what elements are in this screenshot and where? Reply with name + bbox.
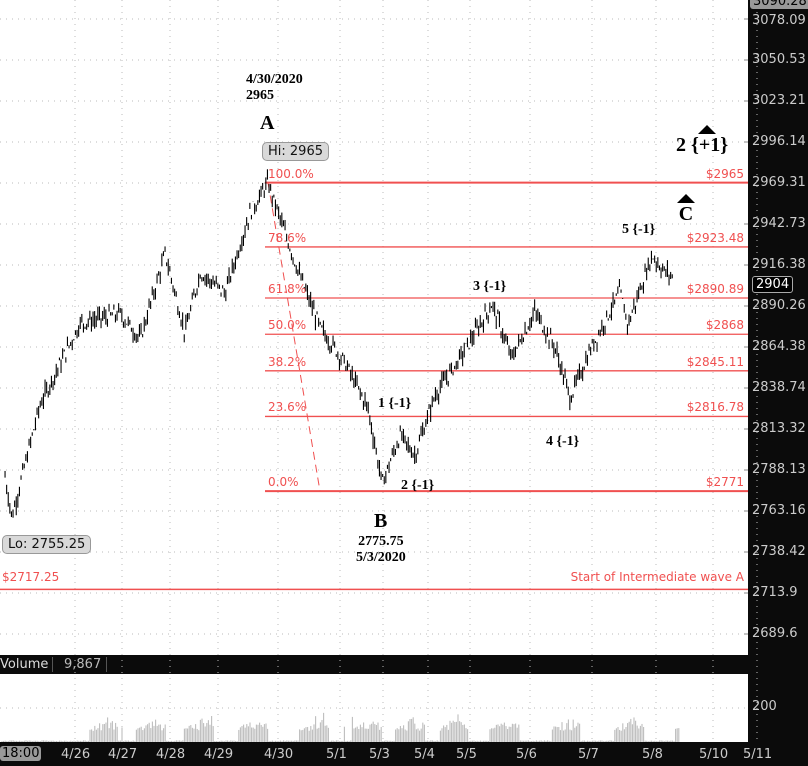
lo-bubble: Lo: 2755.25	[2, 535, 92, 554]
x-tick-label: 5/4	[414, 747, 435, 762]
x-tick-label: 5/8	[642, 747, 663, 762]
y-tick-label: 2689.6	[752, 626, 798, 641]
volume-value: 9,867	[64, 657, 108, 672]
y-tick-label: 2763.16	[752, 503, 806, 518]
x-tick-label: 5/3	[369, 747, 390, 762]
time-axis-bg	[0, 742, 808, 766]
fib-price-label: $2845.11	[686, 354, 744, 369]
wave-label-2: 2 {-1}	[401, 478, 435, 493]
y-tick-label: 2813.32	[752, 421, 806, 436]
fib-pct-label: 78.6%	[268, 230, 307, 245]
y-tick-label: 2916.38	[752, 257, 806, 272]
y-tick-label: 2713.9	[752, 585, 798, 600]
wave-label-3: 3 {-1}	[473, 279, 507, 294]
x-tick-label: 5/10	[699, 747, 729, 762]
x-tick-label: 4/27	[108, 747, 138, 762]
wave-label-4: 4 {-1}	[546, 434, 580, 449]
triangle-up-icon	[677, 194, 695, 203]
volume-label: Volume	[0, 657, 54, 672]
fib-pct-label: 23.6%	[268, 400, 307, 415]
x-tick-label: 4/30	[264, 747, 294, 762]
top-price-label: 3090.28	[750, 0, 808, 9]
y-tick-label: 3078.09	[752, 13, 806, 28]
fib-trend-line[interactable]	[267, 182, 321, 492]
volume-tick: 200	[752, 699, 777, 714]
fib-price-label: $2868	[705, 318, 744, 333]
y-tick-label: 2838.74	[752, 380, 806, 395]
fib-pct-label: 50.0%	[268, 318, 307, 333]
support-note: Start of Intermediate wave A	[570, 570, 744, 584]
x-tick-label: 5/6	[516, 747, 537, 762]
y-tick-label: 2942.73	[752, 216, 806, 231]
fib-pct-label: 0.0%	[268, 475, 299, 490]
current-price-tag: 2904	[752, 276, 794, 293]
x-tick-label: 4/26	[61, 747, 91, 762]
wave-label-a: A	[260, 112, 275, 134]
volume-header-bg	[0, 655, 748, 674]
annotation-a-info: 4/30/2020 2965	[246, 72, 303, 103]
x-tick-label: 5/11	[743, 747, 773, 762]
y-tick-label: 2969.31	[752, 175, 806, 190]
y-tick-label: 2996.14	[752, 134, 806, 149]
fib-price-label: $2771	[705, 475, 744, 490]
y-tick-label: 2864.38	[752, 339, 806, 354]
x-tick-label: 4/28	[156, 747, 186, 762]
y-tick-label: 2890.26	[752, 298, 806, 313]
wave-label-b: B	[374, 510, 388, 532]
wave-label-c: C	[677, 194, 695, 225]
fib-pct-label: 100.0%	[268, 166, 314, 181]
fib-price-label: $2965	[705, 166, 744, 181]
x-tick-label: 4/29	[204, 747, 234, 762]
wave-label-2-up: 2 {+1}	[676, 125, 728, 156]
support-price-label: $2717.25	[2, 570, 60, 584]
annotation-b-info: 2775.75 5/3/2020	[356, 534, 406, 565]
fib-price-label: $2923.48	[686, 230, 744, 245]
y-tick-label: 2738.42	[752, 544, 806, 559]
price-axis-bg	[748, 0, 808, 766]
hi-bubble: Hi: 2965	[262, 142, 329, 161]
y-tick-label: 3050.53	[752, 52, 806, 67]
time-axis-first-label[interactable]: 18:00	[0, 746, 42, 761]
wave-label-5: 5 {-1}	[622, 222, 656, 237]
y-tick-label: 3023.21	[752, 93, 806, 108]
triangle-up-icon	[698, 125, 716, 134]
fib-pct-label: 38.2%	[268, 354, 307, 369]
x-tick-label: 5/7	[578, 747, 599, 762]
y-tick-label: 2788.13	[752, 462, 806, 477]
wave-label-1: 1 {-1}	[378, 396, 412, 411]
fib-pct-label: 61.8%	[268, 282, 307, 296]
x-tick-label: 5/1	[326, 747, 347, 762]
fib-price-label: $2890.89	[686, 282, 744, 296]
fib-price-label: $2816.78	[686, 400, 744, 415]
x-tick-label: 5/5	[456, 747, 477, 762]
